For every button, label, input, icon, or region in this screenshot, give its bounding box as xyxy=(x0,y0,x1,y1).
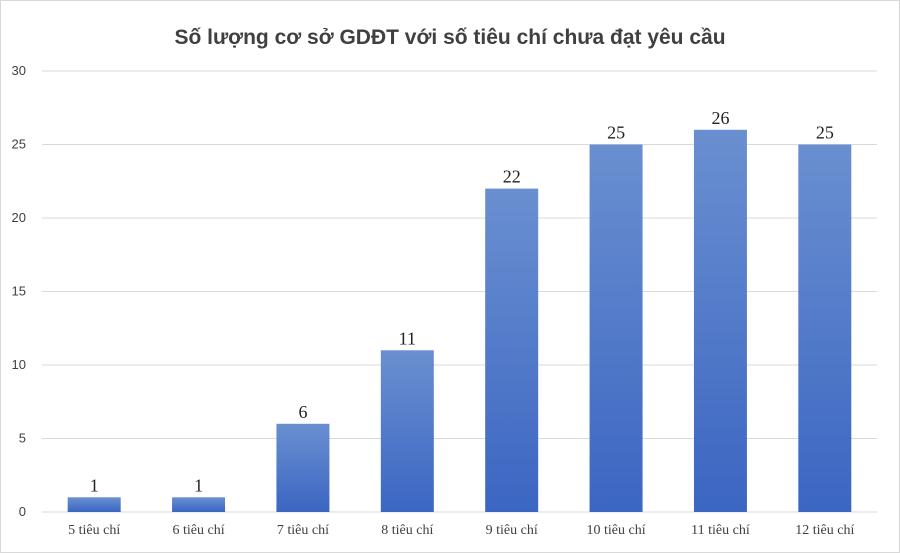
data-label: 1 xyxy=(194,475,203,495)
y-tick-label: 15 xyxy=(12,284,26,299)
category-label: 12 tiêu chí xyxy=(795,523,854,538)
bars xyxy=(67,129,852,513)
y-tick-label: 20 xyxy=(12,210,26,225)
y-axis-ticks: 0 5 10 15 20 25 30 xyxy=(12,63,26,519)
y-tick-label: 25 xyxy=(12,137,26,152)
category-label: 10 tiêu chí xyxy=(587,523,646,538)
y-tick-label: 10 xyxy=(12,357,26,372)
chart-title: Số lượng cơ sở GDĐT với số tiêu chí chưa… xyxy=(174,26,726,49)
bar-7 xyxy=(693,129,747,513)
data-label: 11 xyxy=(399,328,416,348)
data-label: 26 xyxy=(711,108,729,128)
category-label: 8 tiêu chí xyxy=(381,523,433,538)
y-tick-label: 5 xyxy=(19,431,26,446)
category-label: 11 tiêu chí xyxy=(691,523,750,538)
category-label: 5 tiêu chí xyxy=(68,523,120,538)
category-label: 6 tiêu chí xyxy=(173,523,225,538)
category-label: 7 tiêu chí xyxy=(277,523,329,538)
bar-3 xyxy=(276,423,330,512)
x-axis-categories: 5 tiêu chí 6 tiêu chí 7 tiêu chí 8 tiêu chí… xyxy=(68,523,854,538)
category-label: 9 tiêu chí xyxy=(486,523,538,538)
bar-5 xyxy=(485,188,539,512)
bar-2 xyxy=(172,497,226,512)
bar-6 xyxy=(589,144,643,512)
data-label: 25 xyxy=(816,123,834,143)
bar-4 xyxy=(380,350,434,512)
y-tick-label: 30 xyxy=(12,63,26,78)
data-label: 1 xyxy=(90,475,99,495)
gridlines xyxy=(42,70,877,513)
bar-1 xyxy=(67,497,121,512)
data-label: 6 xyxy=(298,402,307,422)
y-tick-label: 0 xyxy=(19,504,26,519)
data-label: 25 xyxy=(607,123,625,143)
bar-8 xyxy=(798,144,852,512)
data-label: 22 xyxy=(503,167,521,187)
